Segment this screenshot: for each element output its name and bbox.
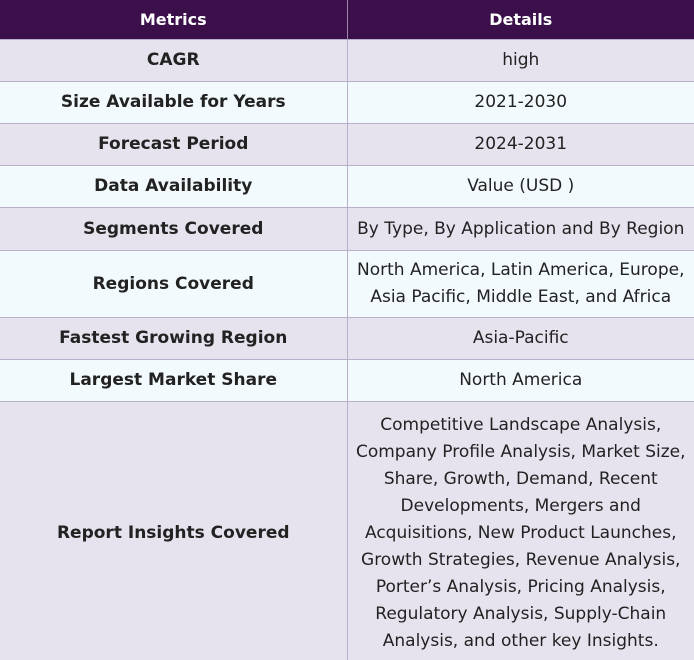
detail-cell: 2024-2031 — [347, 124, 694, 166]
table-row: Forecast Period 2024-2031 — [0, 124, 694, 166]
detail-cell: high — [347, 40, 694, 82]
table-row: Regions Covered North America, Latin Ame… — [0, 251, 694, 318]
table-row: Largest Market Share North America — [0, 360, 694, 402]
detail-cell: Competitive Landscape Analysis, Company … — [347, 402, 694, 660]
header-row: Metrics Details — [0, 0, 694, 40]
metric-cell: Report Insights Covered — [0, 402, 347, 660]
metric-cell: Largest Market Share — [0, 360, 347, 402]
detail-cell: By Type, By Application and By Region — [347, 208, 694, 251]
table-row: Fastest Growing Region Asia-Pacific — [0, 318, 694, 360]
detail-cell: North America, Latin America, Europe, As… — [347, 251, 694, 318]
metrics-header: Metrics — [0, 0, 347, 40]
metric-cell: Segments Covered — [0, 208, 347, 251]
metric-cell: Data Availability — [0, 166, 347, 208]
metric-cell: Size Available for Years — [0, 82, 347, 124]
table-row: CAGR high — [0, 40, 694, 82]
metric-cell: Regions Covered — [0, 251, 347, 318]
table-row: Data Availability Value (USD ) — [0, 166, 694, 208]
detail-cell: Value (USD ) — [347, 166, 694, 208]
detail-cell: 2021-2030 — [347, 82, 694, 124]
metric-cell: Fastest Growing Region — [0, 318, 347, 360]
table-row: Size Available for Years 2021-2030 — [0, 82, 694, 124]
detail-cell: Asia-Pacific — [347, 318, 694, 360]
detail-cell: North America — [347, 360, 694, 402]
metric-cell: CAGR — [0, 40, 347, 82]
table-row: Report Insights Covered Competitive Land… — [0, 402, 694, 660]
details-header: Details — [347, 0, 694, 40]
table-row: Segments Covered By Type, By Application… — [0, 208, 694, 251]
metric-cell: Forecast Period — [0, 124, 347, 166]
